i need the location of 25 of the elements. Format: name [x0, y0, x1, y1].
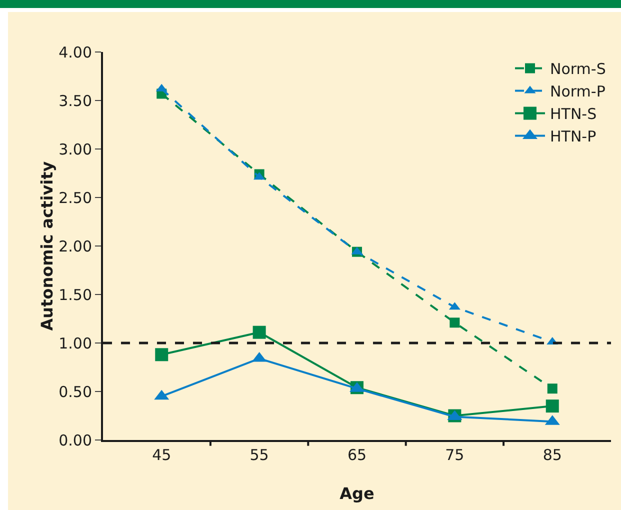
point [155, 348, 168, 362]
legend-label: Norm-S [550, 60, 606, 78]
y-tick-label: 3.00 [58, 140, 92, 158]
y-tick-label: 0.50 [58, 382, 92, 401]
y-tick-label: 1.50 [58, 286, 92, 304]
x-tick-label: 85 [542, 446, 562, 464]
y-tick-label: 1.00 [58, 334, 92, 352]
y-tick-label: 0.00 [58, 431, 92, 450]
legend-label: HTN-P [550, 128, 596, 146]
point [546, 400, 559, 413]
point [547, 384, 558, 394]
y-tick-label: 3.50 [58, 92, 92, 110]
x-tick-label: 45 [152, 446, 172, 464]
x-tick-label: 75 [445, 446, 464, 464]
y-axis-title: Autonomic activity [38, 160, 57, 331]
x-tick-label: 65 [347, 446, 367, 464]
y-tick-label: 2.00 [58, 237, 92, 256]
legend-label: Norm-P [550, 82, 606, 101]
y-tick-label: 2.50 [58, 188, 92, 207]
legend-label: HTN-S [550, 105, 597, 124]
point [252, 326, 266, 339]
y-tick-label: 4.00 [58, 43, 92, 62]
x-axis-title: Age [340, 484, 374, 503]
point [450, 318, 460, 328]
x-tick-label: 55 [250, 446, 269, 464]
